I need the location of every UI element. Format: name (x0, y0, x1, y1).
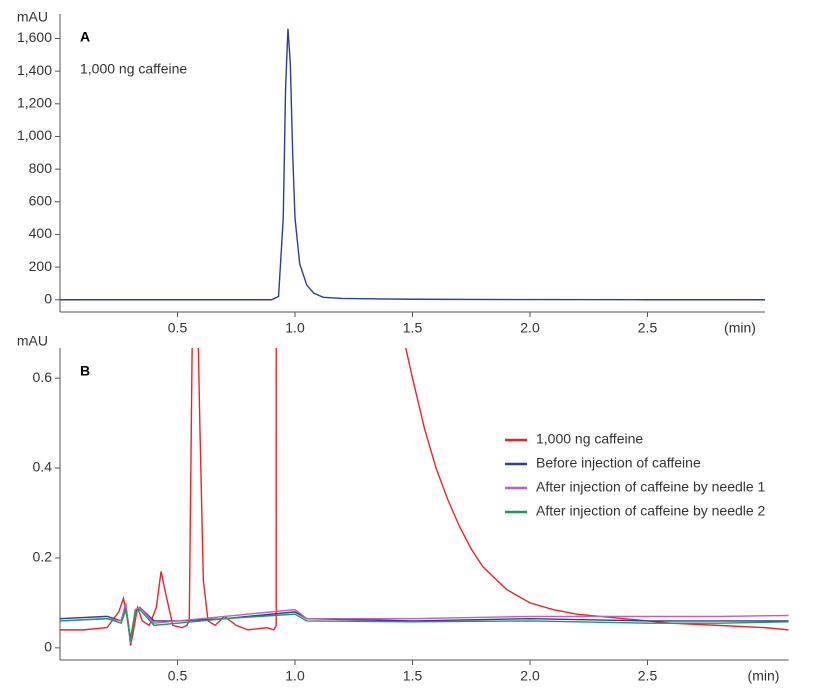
x-tick-label: 1.0 (285, 668, 305, 684)
legend-label: After injection of caffeine by needle 1 (536, 479, 766, 495)
y-tick-label: 0 (44, 639, 52, 655)
y-tick-label: 1,000 (17, 127, 52, 143)
y-tick-label: 400 (29, 225, 53, 241)
y-axis-label: mAU (17, 9, 48, 25)
y-axis-label: mAU (17, 333, 48, 349)
x-tick-label: 2.5 (638, 668, 658, 684)
legend-label: Before injection of caffeine (536, 455, 701, 471)
x-tick-label: 0.5 (168, 320, 188, 336)
x-tick-label: 0.5 (168, 668, 188, 684)
panel-label: B (80, 363, 90, 379)
x-tick-label: 1.5 (403, 320, 423, 336)
x-axis-label: (min) (724, 320, 756, 336)
series-line (60, 602, 789, 644)
y-tick-label: 800 (29, 160, 53, 176)
annotation: 1,000 ng caffeine (80, 61, 187, 77)
series-line (60, 28, 765, 301)
x-tick-label: 1.5 (403, 668, 423, 684)
y-tick-label: 0 (44, 290, 52, 306)
x-tick-label: 2.5 (638, 320, 658, 336)
legend-label: 1,000 ng caffeine (536, 431, 643, 447)
x-axis-label: (min) (748, 668, 780, 684)
x-tick-label: 2.0 (520, 320, 540, 336)
y-tick-label: 0.2 (33, 549, 53, 565)
x-tick-label: 2.0 (520, 668, 540, 684)
legend-label: After injection of caffeine by needle 2 (536, 503, 766, 519)
x-tick-label: 1.0 (285, 320, 305, 336)
y-tick-label: 200 (29, 258, 53, 274)
y-tick-label: 1,400 (17, 62, 52, 78)
plot-area (60, 348, 789, 646)
y-tick-label: 0.4 (33, 459, 53, 475)
y-tick-label: 1,200 (17, 95, 52, 111)
series-line (60, 348, 789, 646)
y-tick-label: 600 (29, 192, 53, 208)
plot-area (60, 28, 765, 301)
panel-label: A (80, 29, 90, 45)
y-tick-label: 1,600 (17, 29, 52, 45)
series-line (60, 608, 789, 642)
y-tick-label: 0.6 (33, 369, 53, 385)
